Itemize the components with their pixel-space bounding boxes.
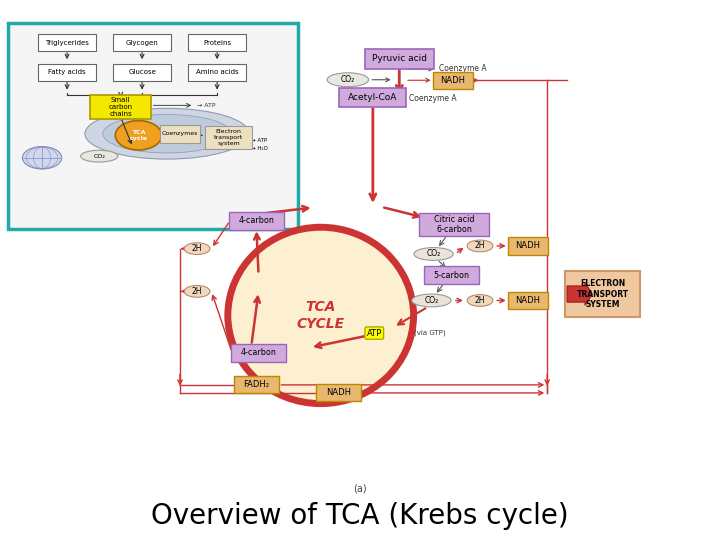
Ellipse shape [22, 146, 62, 169]
Text: Pyruvic acid: Pyruvic acid [372, 55, 427, 63]
Text: → ATP: → ATP [251, 138, 268, 143]
Text: Proteins: Proteins [203, 40, 231, 46]
Text: Citric acid
6-carbon: Citric acid 6-carbon [434, 215, 474, 234]
Text: 4-carbon: 4-carbon [240, 348, 276, 357]
Text: CO₂: CO₂ [94, 154, 105, 159]
FancyBboxPatch shape [8, 23, 298, 229]
Text: Coenzyme A: Coenzyme A [408, 94, 456, 104]
FancyBboxPatch shape [188, 64, 246, 81]
Text: NADH: NADH [441, 76, 465, 85]
Text: TCA
CYCLE: TCA CYCLE [297, 300, 345, 330]
FancyBboxPatch shape [231, 344, 286, 362]
Text: → ATP: → ATP [197, 103, 215, 108]
FancyBboxPatch shape [339, 88, 406, 107]
Text: Small
carbon
chains: Small carbon chains [109, 97, 132, 117]
Text: Glycogen: Glycogen [126, 40, 158, 46]
FancyBboxPatch shape [424, 266, 479, 285]
Text: 2H: 2H [474, 296, 485, 305]
Text: FADH₂: FADH₂ [243, 380, 269, 389]
Text: 5-carbon: 5-carbon [433, 271, 469, 280]
FancyBboxPatch shape [315, 384, 361, 401]
FancyBboxPatch shape [419, 213, 490, 237]
Text: CO₂: CO₂ [424, 296, 438, 305]
FancyBboxPatch shape [38, 64, 96, 81]
Text: ELECTRON
TRANSPORT
SYSTEM: ELECTRON TRANSPORT SYSTEM [577, 279, 629, 309]
FancyBboxPatch shape [113, 64, 171, 81]
FancyBboxPatch shape [90, 95, 151, 119]
Text: 4-carbon: 4-carbon [238, 217, 274, 225]
Text: Electron
transport
system: Electron transport system [214, 129, 243, 146]
Ellipse shape [467, 240, 493, 252]
FancyBboxPatch shape [113, 35, 171, 51]
Text: 2H: 2H [474, 241, 485, 251]
FancyBboxPatch shape [38, 35, 96, 51]
Text: Overview of TCA (Krebs cycle): Overview of TCA (Krebs cycle) [151, 502, 569, 530]
FancyBboxPatch shape [508, 292, 548, 309]
Text: CO₂: CO₂ [426, 249, 441, 259]
Ellipse shape [467, 295, 493, 306]
Ellipse shape [184, 286, 210, 297]
FancyBboxPatch shape [508, 238, 548, 254]
FancyBboxPatch shape [205, 126, 252, 149]
FancyBboxPatch shape [433, 72, 473, 89]
Text: (via GTP): (via GTP) [413, 330, 445, 336]
Text: NADH: NADH [516, 296, 541, 305]
Text: CO₂: CO₂ [341, 75, 355, 84]
Text: Amino acids: Amino acids [196, 69, 238, 75]
Text: Coenzymes: Coenzymes [162, 131, 198, 136]
Ellipse shape [115, 120, 162, 150]
Text: NADH: NADH [326, 388, 351, 397]
Text: Triglycerides: Triglycerides [45, 40, 89, 46]
FancyBboxPatch shape [160, 125, 200, 143]
Ellipse shape [81, 150, 118, 162]
FancyBboxPatch shape [365, 49, 433, 69]
FancyBboxPatch shape [565, 271, 640, 317]
Text: TCA
cycle: TCA cycle [130, 130, 148, 141]
Ellipse shape [184, 243, 210, 254]
Text: 2H: 2H [192, 244, 202, 253]
Text: ATP: ATP [366, 328, 382, 338]
Text: NADH: NADH [516, 241, 541, 251]
Text: 2H: 2H [192, 287, 202, 296]
Text: Acetyl-CoA: Acetyl-CoA [348, 93, 397, 102]
Text: (a): (a) [354, 483, 366, 493]
Text: Glucose: Glucose [128, 69, 156, 75]
FancyArrow shape [567, 283, 592, 305]
Text: Fatty acids: Fatty acids [48, 69, 86, 75]
Ellipse shape [414, 247, 453, 260]
Ellipse shape [327, 73, 369, 87]
Ellipse shape [228, 227, 413, 403]
FancyBboxPatch shape [233, 376, 279, 394]
Text: → H₂O: → H₂O [251, 146, 269, 151]
Ellipse shape [412, 294, 451, 307]
Ellipse shape [103, 114, 231, 153]
FancyBboxPatch shape [229, 212, 284, 230]
Ellipse shape [85, 109, 249, 159]
Text: Coenzyme A: Coenzyme A [438, 64, 486, 73]
FancyBboxPatch shape [188, 35, 246, 51]
